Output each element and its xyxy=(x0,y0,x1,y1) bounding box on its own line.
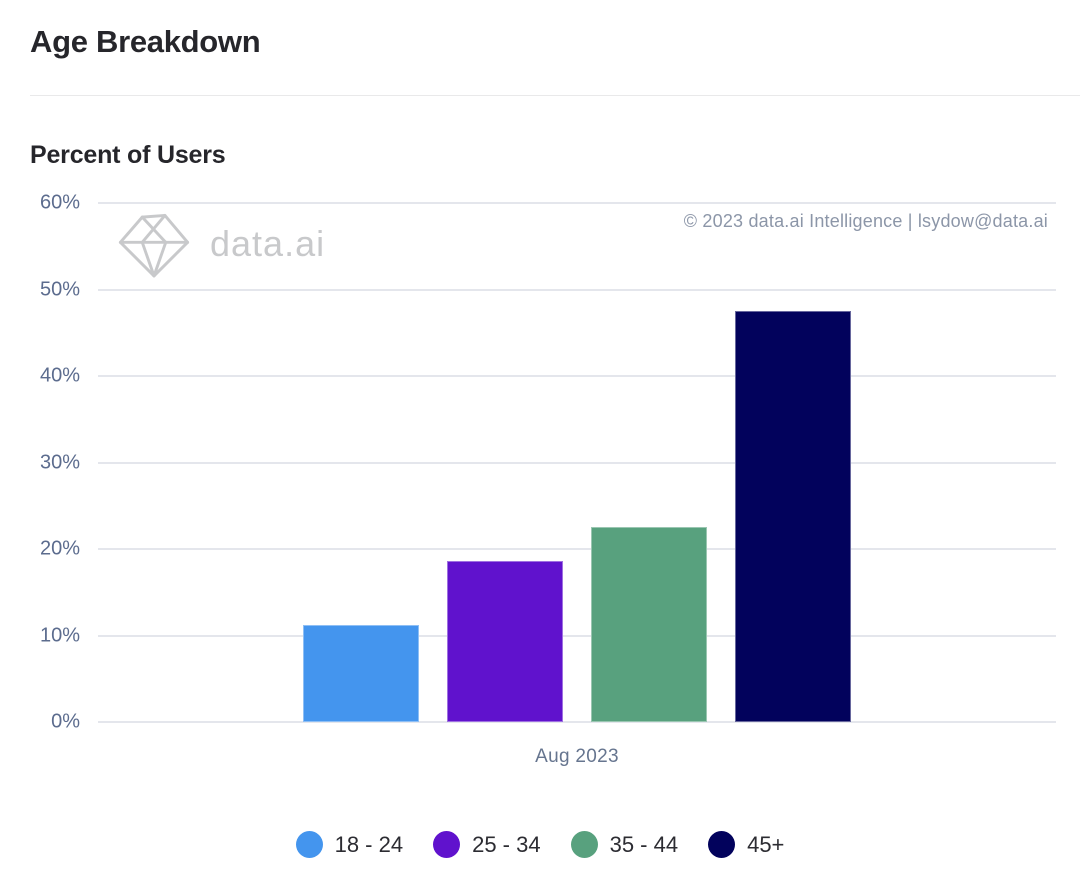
legend-dot-icon xyxy=(433,831,461,858)
y-axis: 0% 10% 20% 30% 40% 50% 60% xyxy=(30,192,80,733)
gridline xyxy=(98,634,1056,637)
gridline xyxy=(98,721,1056,723)
y-tick-label: 20% xyxy=(39,537,80,560)
header-divider xyxy=(30,95,1080,96)
legend: 18 - 24 25 - 34 35 - 44 45+ xyxy=(0,831,1080,858)
legend-dot-icon xyxy=(295,831,323,858)
gridline xyxy=(98,288,1056,291)
gridline xyxy=(98,375,1056,377)
legend-dot-icon xyxy=(708,831,736,858)
chart-subtitle: Percent of Users xyxy=(30,141,226,169)
plot-area xyxy=(98,202,1056,723)
bar-18 - 24[interactable] xyxy=(303,625,419,722)
gridline xyxy=(98,461,1056,464)
legend-label: 18 - 24 xyxy=(334,831,404,857)
y-tick-label: 10% xyxy=(39,624,80,646)
y-tick-label: 40% xyxy=(39,364,80,387)
chart: 0% 10% 20% 30% 40% 50% 60% xyxy=(0,192,1080,733)
legend-item-35 - 44[interactable]: 35 - 44 xyxy=(570,831,679,858)
bar-group xyxy=(98,203,1056,722)
gridline xyxy=(98,202,1056,204)
bar-45+[interactable] xyxy=(735,311,851,722)
legend-label: 45+ xyxy=(747,831,785,857)
y-tick-label: 60% xyxy=(39,191,80,214)
legend-item-45+[interactable]: 45+ xyxy=(708,831,784,858)
y-tick-label: 30% xyxy=(39,451,80,473)
watermark-brand: data.ai xyxy=(210,223,326,264)
gridline xyxy=(98,548,1056,550)
y-tick-label: 50% xyxy=(39,278,80,300)
diamond-icon xyxy=(118,213,190,278)
legend-item-18 - 24[interactable]: 18 - 24 xyxy=(295,831,404,858)
legend-item-25 - 34[interactable]: 25 - 34 xyxy=(433,831,541,858)
legend-label: 35 - 44 xyxy=(609,831,679,857)
x-axis-label: Aug 2023 xyxy=(535,746,619,767)
bar-25 - 34[interactable] xyxy=(447,561,563,722)
watermark: data.ai xyxy=(112,207,325,281)
y-tick-label: 0% xyxy=(51,710,80,733)
bar-35 - 44[interactable] xyxy=(591,527,707,722)
legend-label: 25 - 34 xyxy=(472,831,541,857)
page-title: Age Breakdown xyxy=(30,24,261,59)
legend-dot-icon xyxy=(570,831,598,858)
copyright-text: © 2023 data.ai Intelligence | lsydow@dat… xyxy=(683,211,1048,231)
